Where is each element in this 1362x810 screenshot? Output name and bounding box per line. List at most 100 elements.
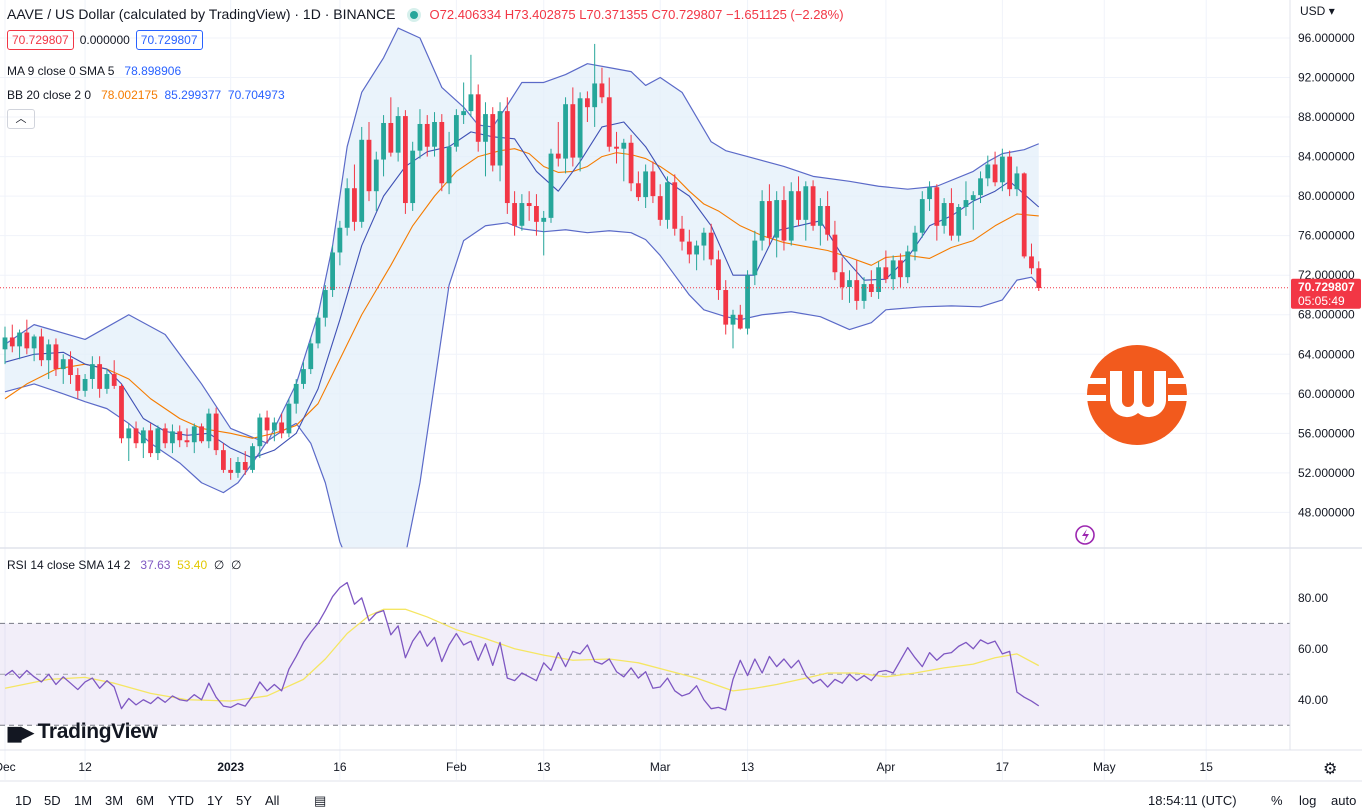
candle-body-1 — [9, 337, 15, 347]
candle-body-82 — [599, 83, 605, 98]
candle-body-13 — [97, 364, 103, 389]
candle-body-62 — [453, 115, 459, 147]
watermark-bar-r2 — [1168, 395, 1188, 401]
close-value: C70.729807 — [651, 7, 723, 22]
candle-body-4 — [31, 336, 37, 349]
utc-clock[interactable]: 18:54:11 (UTC) — [1148, 793, 1237, 808]
bb-lower-value: 70.704973 — [227, 88, 285, 102]
candle-body-26 — [191, 426, 197, 443]
candle-body-138 — [1007, 156, 1013, 190]
price-tick-3: 60.000000 — [1298, 387, 1355, 401]
candle-body-101 — [737, 314, 743, 329]
buy-button[interactable]: 70.729807 — [135, 30, 203, 50]
candle-body-66 — [483, 114, 488, 142]
candle-body-141 — [1029, 256, 1034, 269]
candle-body-94 — [686, 241, 692, 255]
candle-body-131 — [956, 207, 962, 236]
candle-body-96 — [701, 232, 707, 246]
candle-body-77 — [563, 104, 568, 159]
watermark-w — [1110, 371, 1166, 418]
ma-value: 78.898906 — [124, 64, 182, 78]
candle-body-14 — [104, 374, 110, 389]
open-value: O72.406334 — [429, 7, 502, 22]
candle-body-123 — [898, 260, 903, 278]
auto-toggle[interactable]: auto — [1331, 793, 1357, 808]
logo-text: TradingView — [37, 720, 158, 743]
candle-body-47 — [344, 188, 350, 228]
candle-body-36 — [264, 417, 270, 431]
candle-body-79 — [577, 98, 583, 158]
log-toggle[interactable]: log — [1299, 793, 1317, 808]
price-tick-4: 64.000000 — [1298, 347, 1355, 361]
bottom-toolbar: 1D 5D 1M 3M 6M YTD 1Y 5Y All ▤ 18:54:11 … — [0, 786, 1362, 810]
candle-body-0 — [2, 337, 8, 350]
candle-body-56 — [410, 150, 416, 204]
range-5d[interactable]: 5D — [44, 793, 61, 808]
candle-body-69 — [504, 111, 510, 204]
candle-body-78 — [570, 104, 576, 158]
candle-body-74 — [541, 217, 547, 222]
candle-body-59 — [432, 122, 437, 147]
sell-button[interactable]: 70.729807 — [7, 30, 74, 50]
candle-body-124 — [905, 251, 911, 278]
range-6m[interactable]: 6M — [136, 793, 155, 808]
tradingview-logo[interactable]: ▆▶ TradingView — [8, 720, 158, 744]
candle-body-28 — [206, 413, 212, 442]
range-1d[interactable]: 1D — [15, 793, 32, 808]
symbol-title[interactable]: AAVE / US Dollar (calculated by TradingV… — [7, 6, 396, 22]
price-tick-2: 56.000000 — [1298, 426, 1355, 440]
candle-body-135 — [985, 164, 991, 179]
candle-body-21 — [155, 428, 161, 454]
date-tick-5: 13 — [537, 760, 551, 774]
candle-body-89 — [650, 171, 656, 197]
candle-body-55 — [403, 116, 408, 204]
rsi-legend[interactable]: RSI 14 close SMA 14 2 37.63 53.40 ∅ ∅ — [7, 558, 241, 572]
percent-toggle[interactable]: % — [1271, 793, 1283, 808]
candle-body-113 — [825, 206, 831, 235]
candle-body-84 — [614, 146, 619, 149]
candle-body-60 — [439, 122, 445, 184]
candle-body-50 — [366, 139, 372, 192]
candle-body-99 — [723, 290, 729, 325]
candle-body-32 — [235, 462, 241, 473]
range-1y[interactable]: 1Y — [207, 793, 223, 808]
candle-body-57 — [417, 123, 423, 151]
candle-body-85 — [621, 142, 627, 149]
candle-body-87 — [635, 183, 641, 198]
ma-legend[interactable]: MA 9 close 0 SMA 5 78.898906 — [7, 64, 181, 78]
candle-body-105 — [767, 201, 772, 238]
range-3m[interactable]: 3M — [105, 793, 124, 808]
candle-body-116 — [847, 280, 852, 288]
price-tick-10: 88.000000 — [1298, 110, 1355, 124]
ma-label: MA 9 close 0 SMA 5 — [7, 64, 115, 78]
range-1m[interactable]: 1M — [74, 793, 93, 808]
candle-body-6 — [46, 344, 52, 361]
candle-body-109 — [796, 191, 801, 220]
collapse-legend-button[interactable]: ︿ — [7, 109, 35, 129]
candle-body-104 — [759, 201, 765, 241]
candle-body-19 — [140, 430, 146, 444]
candle-body-86 — [628, 142, 634, 184]
range-5y[interactable]: 5Y — [236, 793, 252, 808]
candle-body-70 — [512, 203, 517, 226]
candles[interactable] — [2, 43, 1042, 480]
candle-body-20 — [148, 430, 153, 454]
bb-legend[interactable]: BB 20 close 2 0 78.002175 85.299377 70.7… — [7, 88, 285, 102]
range-all[interactable]: All — [265, 793, 280, 808]
gear-icon[interactable]: ⚙ — [1323, 761, 1338, 778]
candle-body-39 — [286, 403, 292, 434]
rsi-extra-2: ∅ — [230, 558, 242, 572]
axes: 48.000000 52.000000 56.000000 60.000000 64.0… — [0, 0, 1362, 782]
date-tick-0: Dec — [0, 760, 16, 774]
currency-selector[interactable]: USD ▾ — [1300, 4, 1335, 18]
range-ytd[interactable]: YTD — [168, 793, 194, 808]
rsi-pane[interactable] — [0, 581, 1290, 726]
candle-body-98 — [716, 259, 721, 291]
date-range-icon[interactable]: ▤ — [314, 793, 327, 808]
last-price-text: 70.729807 — [1298, 280, 1355, 294]
candle-body-93 — [679, 228, 685, 242]
rsi-tick-2: 80.00 — [1298, 591, 1328, 605]
lightning-circle — [1075, 525, 1095, 545]
